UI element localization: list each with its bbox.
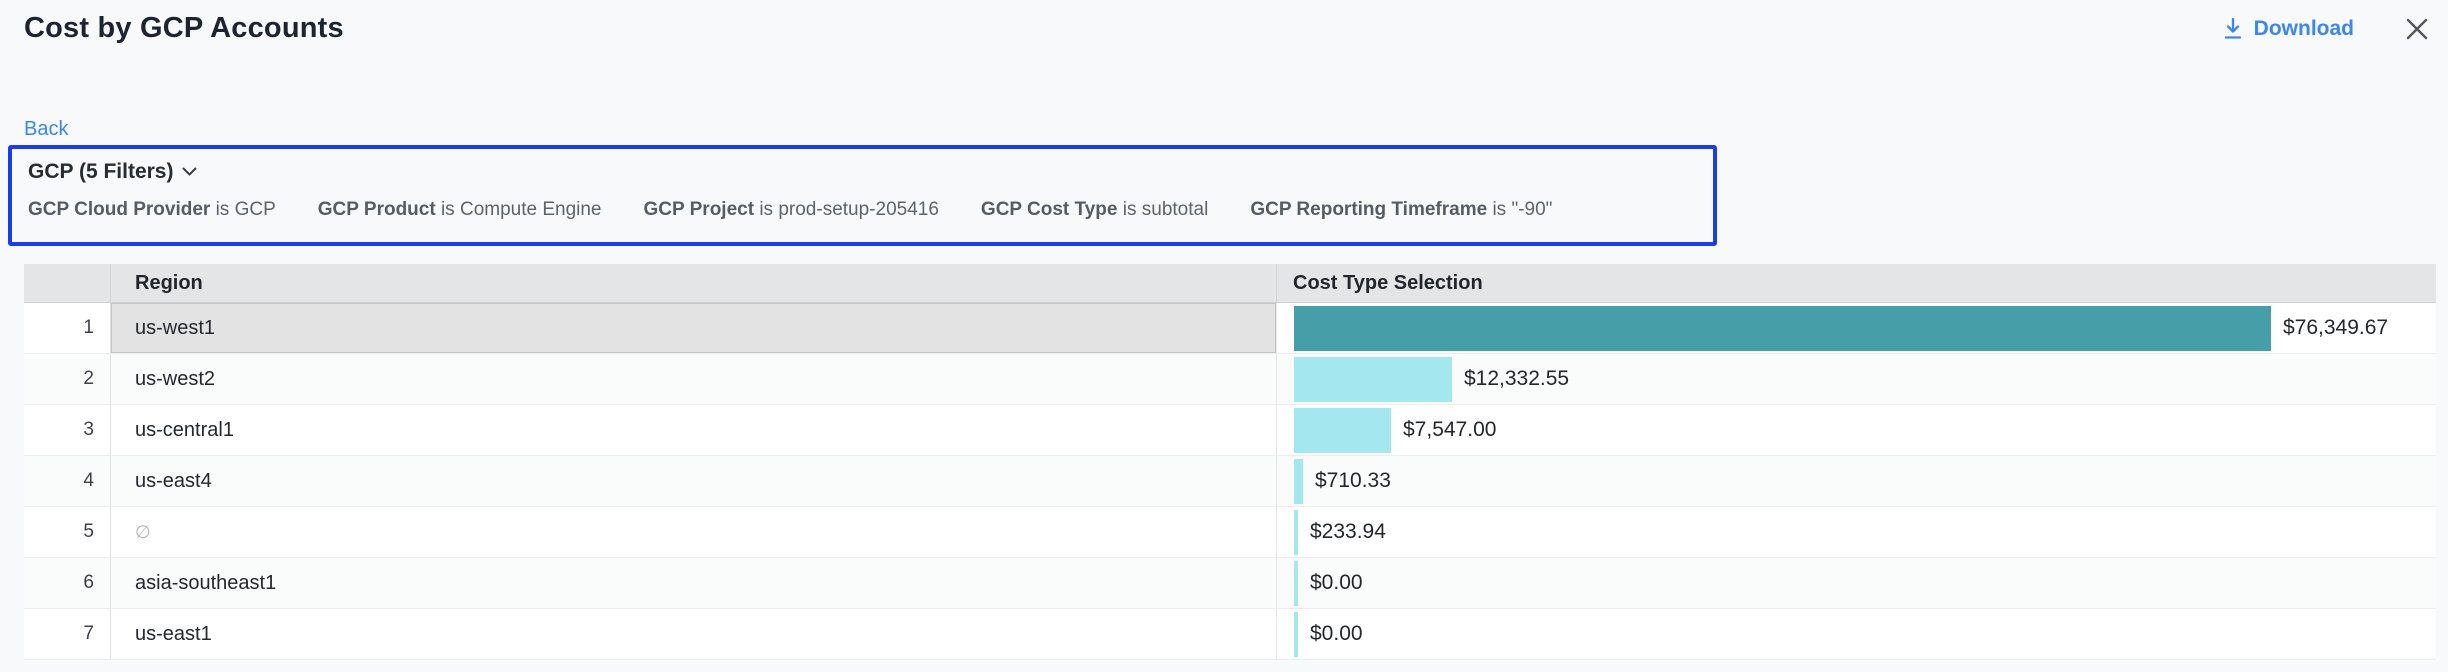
modal-header: Cost by GCP Accounts Download xyxy=(24,12,2430,45)
row-number: 2 xyxy=(24,354,111,404)
cost-value-label: $76,349.67 xyxy=(2283,316,2388,340)
cost-bar[interactable] xyxy=(1294,408,1391,453)
filter-name: GCP Cloud Provider xyxy=(28,199,210,220)
cost-value-label: $7,547.00 xyxy=(1403,418,1496,442)
filter-list: GCP Cloud Provider is GCP GCP Product is… xyxy=(28,199,1697,221)
filter-value: Compute Engine xyxy=(460,199,602,220)
filter-name: GCP Project xyxy=(644,199,755,220)
cost-value-label: $12,332.55 xyxy=(1464,367,1569,391)
table-row[interactable]: 2 us-west2 $12,332.55 xyxy=(24,354,2436,405)
column-header-region[interactable]: Region xyxy=(111,264,1277,302)
filter-value: prod-setup-205416 xyxy=(778,199,939,220)
cost-bar[interactable] xyxy=(1294,612,1298,657)
cost-value-label: $0.00 xyxy=(1310,571,1363,595)
download-button[interactable]: Download xyxy=(2222,17,2354,41)
table-row[interactable]: 5 ∅ $233.94 xyxy=(24,507,2436,558)
row-number: 7 xyxy=(24,609,111,659)
column-header-row-number xyxy=(24,264,111,302)
page-title: Cost by GCP Accounts xyxy=(24,12,344,45)
row-number: 4 xyxy=(24,456,111,506)
filter-name: GCP Reporting Timeframe xyxy=(1250,199,1487,220)
region-cell[interactable]: asia-southeast1 xyxy=(111,558,1277,608)
filter-summary-label: GCP (5 Filters) xyxy=(28,160,173,184)
cost-bar-cell[interactable]: $710.33 xyxy=(1277,456,2436,506)
table-body: 1 us-west1 $76,349.67 2 us-west2 $12,332… xyxy=(24,303,2436,660)
region-cell[interactable]: us-central1 xyxy=(111,405,1277,455)
cost-bar[interactable] xyxy=(1294,561,1298,606)
filter-value: "-90" xyxy=(1511,199,1552,220)
filter-name: GCP Cost Type xyxy=(981,199,1118,220)
table-header-row: Region Cost Type Selection xyxy=(24,264,2436,303)
filter-value: GCP xyxy=(235,199,276,220)
filter-operator: is xyxy=(1123,199,1137,220)
cost-bar-cell[interactable]: $76,349.67 xyxy=(1277,303,2436,353)
header-actions: Download xyxy=(2222,16,2430,42)
region-cell[interactable]: us-east4 xyxy=(111,456,1277,506)
table-row[interactable]: 4 us-east4 $710.33 xyxy=(24,456,2436,507)
cost-value-label: $0.00 xyxy=(1310,622,1363,646)
table-row[interactable]: 3 us-central1 $7,547.00 xyxy=(24,405,2436,456)
row-number: 1 xyxy=(24,303,111,353)
row-number: 5 xyxy=(24,507,111,557)
filter-item[interactable]: GCP Product is Compute Engine xyxy=(318,199,602,221)
region-cell[interactable]: us-west1 xyxy=(111,303,1277,353)
cost-bar-cell[interactable]: $233.94 xyxy=(1277,507,2436,557)
column-header-cost-type-selection[interactable]: Cost Type Selection xyxy=(1277,264,2436,302)
filter-operator: is xyxy=(441,199,455,220)
download-label: Download xyxy=(2254,17,2354,41)
filter-summary-toggle[interactable]: GCP (5 Filters) xyxy=(28,160,197,184)
download-icon xyxy=(2222,17,2244,41)
cost-bar[interactable] xyxy=(1294,459,1303,504)
filter-value: subtotal xyxy=(1142,199,1209,220)
row-number: 3 xyxy=(24,405,111,455)
row-number: 6 xyxy=(24,558,111,608)
back-link[interactable]: Back xyxy=(24,118,68,141)
region-cell[interactable]: us-west2 xyxy=(111,354,1277,404)
cost-value-label: $710.33 xyxy=(1315,469,1391,493)
filter-operator: is xyxy=(1492,199,1506,220)
filter-item[interactable]: GCP Cloud Provider is GCP xyxy=(28,199,276,221)
table-row[interactable]: 7 us-east1 $0.00 xyxy=(24,609,2436,660)
cost-bar-cell[interactable]: $0.00 xyxy=(1277,558,2436,608)
cost-bar-cell[interactable]: $0.00 xyxy=(1277,609,2436,659)
filter-operator: is xyxy=(216,199,230,220)
filter-name: GCP Product xyxy=(318,199,436,220)
cost-bar[interactable] xyxy=(1294,510,1298,555)
chevron-down-icon xyxy=(182,167,197,177)
filter-item[interactable]: GCP Reporting Timeframe is "-90" xyxy=(1250,199,1552,221)
region-cell[interactable]: us-east1 xyxy=(111,609,1277,659)
cost-bar[interactable] xyxy=(1294,306,2271,351)
close-icon[interactable] xyxy=(2404,16,2430,42)
cost-table: Region Cost Type Selection 1 us-west1 $7… xyxy=(24,264,2436,660)
cost-bar[interactable] xyxy=(1294,357,1452,402)
filter-operator: is xyxy=(759,199,773,220)
table-row[interactable]: 1 us-west1 $76,349.67 xyxy=(24,303,2436,354)
filter-item[interactable]: GCP Project is prod-setup-205416 xyxy=(644,199,939,221)
cost-bar-cell[interactable]: $7,547.00 xyxy=(1277,405,2436,455)
filter-item[interactable]: GCP Cost Type is subtotal xyxy=(981,199,1208,221)
region-cell[interactable]: ∅ xyxy=(111,507,1277,557)
filter-panel: GCP (5 Filters) GCP Cloud Provider is GC… xyxy=(8,145,1717,246)
table-row[interactable]: 6 asia-southeast1 $0.00 xyxy=(24,558,2436,609)
cost-bar-cell[interactable]: $12,332.55 xyxy=(1277,354,2436,404)
cost-value-label: $233.94 xyxy=(1310,520,1386,544)
